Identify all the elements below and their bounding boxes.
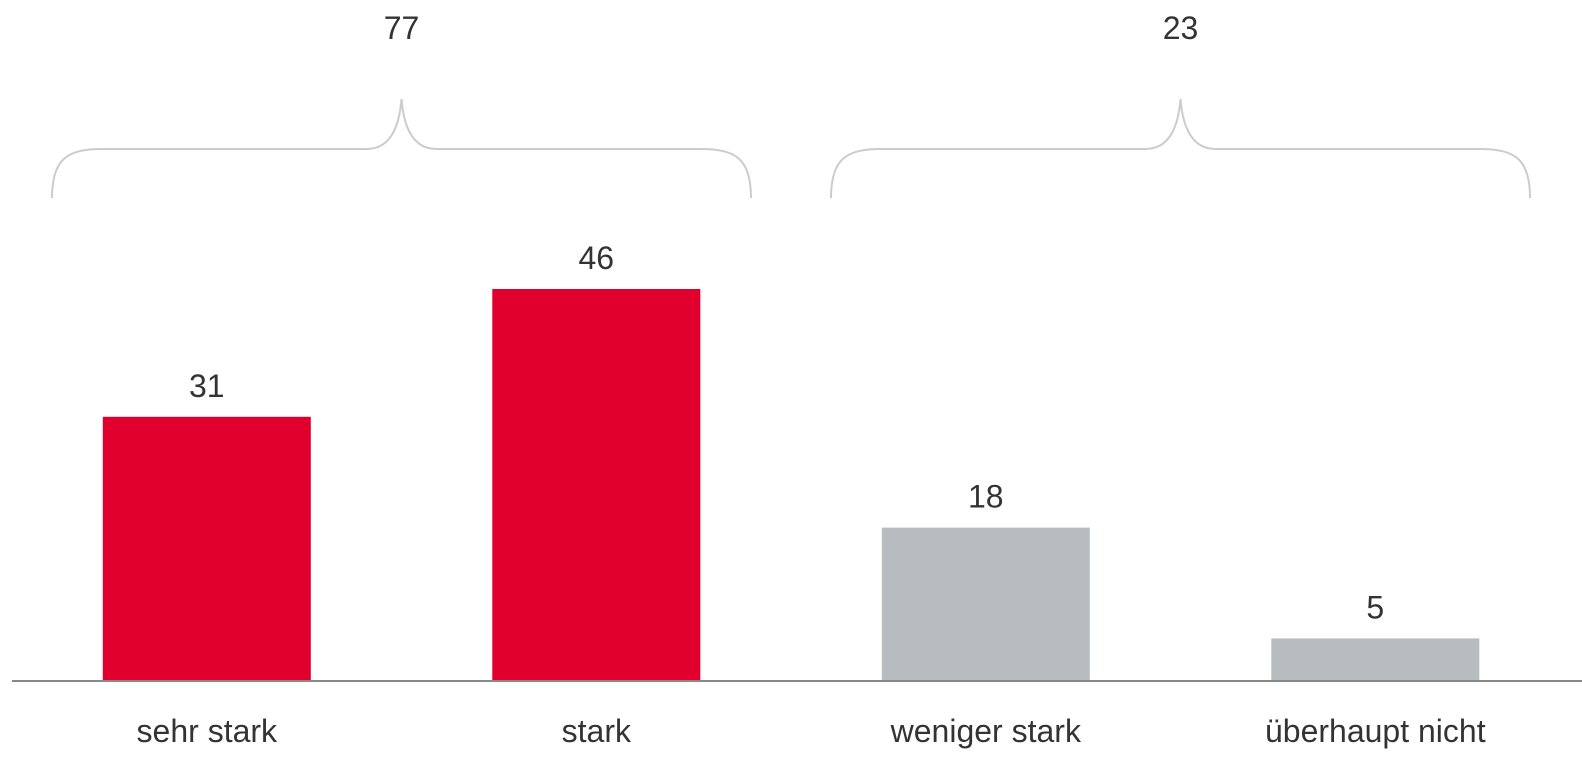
bar-3 <box>881 527 1090 681</box>
group-brace-2 <box>830 98 1531 199</box>
group-total-label-1: 77 <box>384 10 420 46</box>
data-label-3: 18 <box>968 479 1004 515</box>
bars: 31 sehr stark 46 stark 18 weniger stark 5 überh… <box>102 240 1486 749</box>
group-brace-1 <box>51 98 752 199</box>
category-label-4: überhaupt nicht <box>1265 713 1486 749</box>
category-label-3: weniger stark <box>890 713 1082 749</box>
bar-4 <box>1271 638 1480 681</box>
category-label-1: sehr stark <box>137 713 278 749</box>
group-total-label-2: 23 <box>1163 10 1199 46</box>
bar-1 <box>102 416 311 681</box>
data-label-1: 31 <box>189 368 225 404</box>
category-label-2: stark <box>562 713 632 749</box>
bar-2 <box>492 289 701 681</box>
data-label-4: 5 <box>1366 589 1384 625</box>
data-label-2: 46 <box>579 240 615 276</box>
group-braces: 77 23 <box>51 10 1531 199</box>
